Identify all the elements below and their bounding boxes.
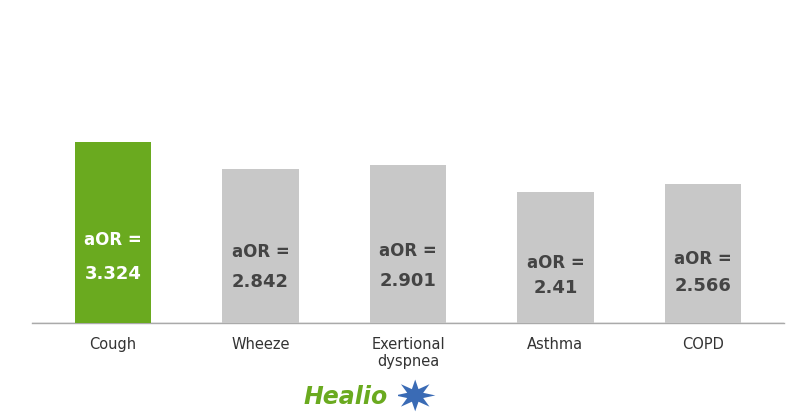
Bar [517, 192, 594, 323]
Polygon shape [395, 380, 435, 411]
Text: 2.566: 2.566 [674, 277, 731, 295]
Bar [665, 184, 742, 323]
Text: with severe depression vs. those without depression:: with severe depression vs. those without… [116, 73, 684, 92]
Bar [370, 165, 446, 323]
Text: aOR =: aOR = [232, 243, 290, 261]
Text: 2.41: 2.41 [534, 279, 578, 297]
Text: 3.324: 3.324 [85, 265, 142, 284]
Text: Healio: Healio [304, 386, 388, 410]
Text: Adjusted odds for respiratory outcomes among patients: Adjusted odds for respiratory outcomes a… [103, 26, 697, 45]
Text: aOR =: aOR = [674, 250, 732, 268]
Text: 2.842: 2.842 [232, 273, 289, 291]
Bar [74, 142, 151, 323]
Text: aOR =: aOR = [84, 231, 142, 249]
Text: aOR =: aOR = [526, 254, 584, 272]
Text: aOR =: aOR = [379, 241, 437, 260]
Bar [222, 168, 299, 323]
Text: 2.901: 2.901 [379, 272, 437, 290]
